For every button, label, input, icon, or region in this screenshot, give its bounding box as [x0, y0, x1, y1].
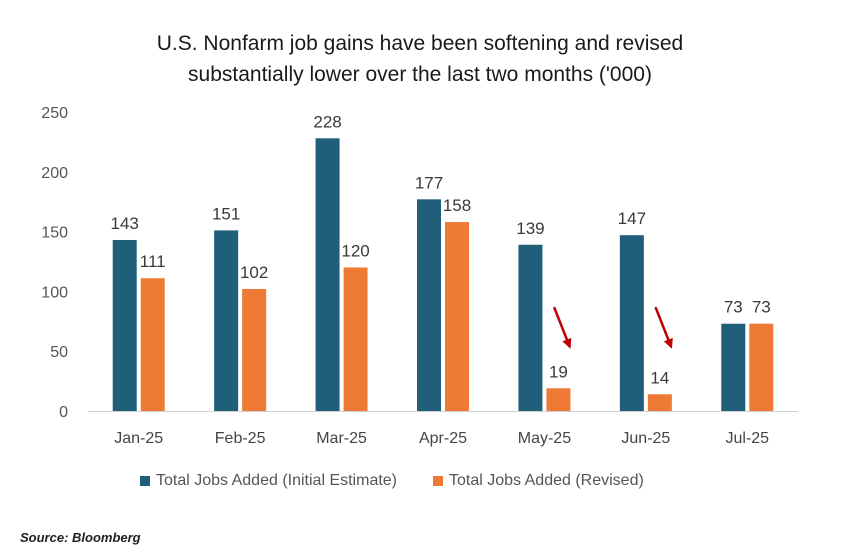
- y-tick-label-0: 0: [59, 404, 68, 421]
- source-note: Source: Bloomberg: [20, 530, 141, 545]
- bar-initial-mar-25: [315, 138, 340, 411]
- bar-revised-may-25: [546, 388, 571, 411]
- data-label-initial-jul-25: 73: [724, 298, 743, 317]
- x-tick-label-mar-25: Mar-25: [316, 430, 367, 447]
- y-tick-label-100: 100: [41, 284, 68, 301]
- bar-initial-may-25: [518, 244, 543, 411]
- data-label-revised-apr-25: 158: [443, 196, 471, 215]
- data-label-initial-jun-25: 147: [618, 209, 646, 228]
- data-label-initial-feb-25: 151: [212, 204, 240, 223]
- x-tick-label-jan-25: Jan-25: [114, 430, 163, 447]
- chart-legend: Total Jobs Added (Initial Estimate) Tota…: [140, 472, 680, 490]
- data-label-initial-may-25: 139: [516, 219, 544, 238]
- x-tick-label-may-25: May-25: [518, 430, 571, 447]
- data-label-initial-mar-25: 228: [313, 112, 341, 131]
- bar-initial-feb-25: [214, 230, 239, 411]
- bar-initial-jul-25: [721, 323, 746, 411]
- x-tick-label-jul-25: Jul-25: [725, 430, 769, 447]
- data-label-initial-jan-25: 143: [111, 214, 139, 233]
- x-tick-label-jun-25: Jun-25: [621, 430, 670, 447]
- down-arrow-icon-jun-25: [663, 337, 673, 349]
- legend-swatch-revised: [433, 476, 444, 486]
- bar-revised-jun-25: [647, 394, 672, 411]
- legend-item-revised: Total Jobs Added (Revised): [433, 472, 644, 490]
- data-label-initial-apr-25: 177: [415, 173, 443, 192]
- chart-title: U.S. Nonfarm job gains have been softeni…: [60, 28, 780, 90]
- data-label-revised-feb-25: 102: [240, 263, 268, 282]
- bar-revised-feb-25: [242, 289, 267, 411]
- chart-title-line-1: U.S. Nonfarm job gains have been softeni…: [156, 32, 684, 55]
- data-label-revised-jan-25: 111: [140, 252, 166, 271]
- legend-label-initial: Total Jobs Added (Initial Estimate): [156, 472, 398, 489]
- bar-revised-jan-25: [140, 278, 165, 411]
- bar-revised-mar-25: [343, 267, 368, 411]
- legend-item-initial: Total Jobs Added (Initial Estimate): [140, 472, 397, 490]
- legend-swatch-initial: [140, 476, 150, 486]
- y-tick-label-250: 250: [41, 105, 68, 122]
- y-tick-label-200: 200: [41, 165, 68, 182]
- y-tick-label-50: 50: [50, 344, 68, 361]
- legend-label-revised: Total Jobs Added (Revised): [449, 472, 644, 489]
- data-label-revised-jun-25: 14: [650, 368, 669, 387]
- bar-revised-apr-25: [445, 222, 469, 411]
- data-label-revised-jul-25: 73: [752, 298, 771, 317]
- x-tick-label-apr-25: Apr-25: [419, 430, 467, 447]
- y-tick-label-150: 150: [41, 225, 68, 242]
- bar-initial-apr-25: [417, 199, 441, 411]
- bar-initial-jun-25: [619, 235, 644, 411]
- data-label-revised-mar-25: 120: [341, 241, 369, 260]
- chart-title-line-2: substantially lower over the last two mo…: [188, 63, 652, 86]
- bar-initial-jan-25: [112, 239, 137, 411]
- x-tick-label-feb-25: Feb-25: [215, 430, 266, 447]
- data-label-revised-may-25: 19: [549, 362, 568, 381]
- bar-revised-jul-25: [749, 323, 774, 411]
- down-arrow-icon-may-25: [562, 337, 572, 349]
